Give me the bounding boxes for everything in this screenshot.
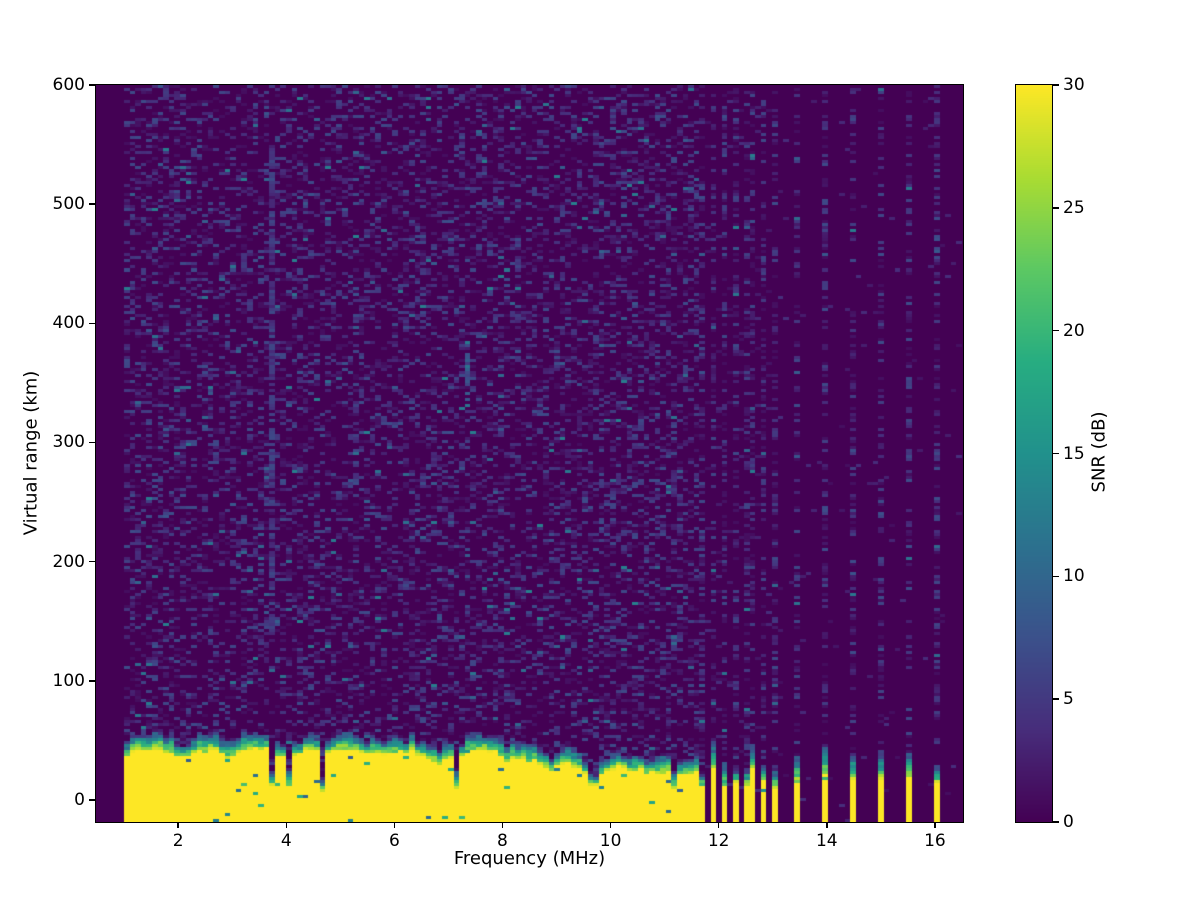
y-tick	[89, 799, 95, 801]
y-axis-label: Virtual range (km)	[20, 370, 42, 536]
x-tick	[501, 822, 504, 828]
colorbar-tick	[1053, 575, 1059, 578]
colorbar-tick	[1053, 84, 1059, 86]
y-tick	[89, 322, 95, 325]
y-tick-label: 100	[52, 670, 85, 691]
x-tick	[609, 822, 612, 828]
y-tick	[89, 84, 95, 86]
x-tick	[717, 822, 720, 828]
y-tick-label: 300	[52, 432, 85, 453]
y-tick-label: 200	[52, 551, 85, 572]
y-tick-label: 600	[52, 75, 85, 95]
colorbar-tick	[1053, 821, 1059, 823]
colorbar-tick-label: 25	[1063, 197, 1085, 218]
colorbar-tick-label: 0	[1063, 812, 1074, 832]
x-tick-label: 12	[707, 831, 730, 851]
y-tick-label: 400	[52, 313, 85, 334]
colorbar-label: SNR (dB)	[1088, 411, 1110, 493]
y-tick	[89, 203, 95, 205]
y-tick	[89, 680, 95, 682]
colorbar-tick	[1053, 452, 1059, 455]
x-tick	[934, 822, 936, 828]
ionogram-heatmap-canvas	[96, 85, 963, 822]
x-tick-label: 14	[815, 831, 838, 851]
y-tick	[89, 560, 95, 563]
colorbar-tick-label: 5	[1063, 689, 1074, 710]
colorbar-tick	[1053, 207, 1059, 209]
colorbar-tick	[1053, 698, 1059, 700]
x-tick-label: 10	[599, 831, 622, 851]
y-tick-label: 0	[74, 789, 85, 810]
colorbar-tick-label: 15	[1063, 443, 1085, 464]
x-tick-label: 16	[924, 831, 946, 851]
colorbar-tick-label: 30	[1063, 75, 1085, 95]
x-tick-label: 4	[280, 831, 292, 851]
x-tick	[826, 822, 828, 828]
colorbar-tick	[1053, 329, 1059, 332]
x-tick-label: 8	[497, 831, 508, 851]
x-tick-label: 2	[172, 831, 184, 851]
x-axis-label: Frequency (MHz)	[453, 848, 606, 869]
y-tick-label: 500	[52, 194, 85, 215]
x-tick-label: 6	[388, 831, 400, 851]
colorbar-tick-label: 20	[1063, 320, 1085, 341]
x-tick	[393, 822, 396, 828]
x-tick	[285, 822, 287, 828]
colorbar-tick-label: 10	[1063, 566, 1085, 587]
y-tick	[89, 441, 95, 444]
colorbar-canvas	[1016, 85, 1052, 822]
x-tick	[177, 822, 179, 828]
